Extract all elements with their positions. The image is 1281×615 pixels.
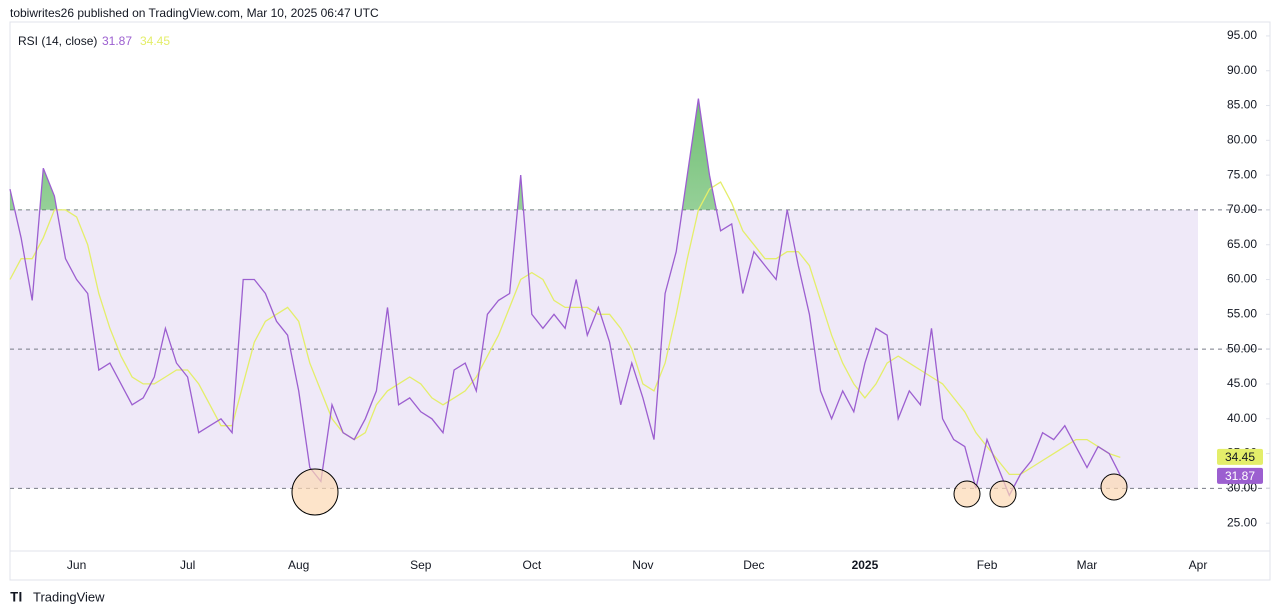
series-line: [9, 181, 1121, 476]
footer: TradingView: [33, 589, 105, 604]
legend-title: RSI (14, close): [18, 34, 97, 48]
y-tick-label: 40.00: [1227, 411, 1257, 425]
y-tick-label: 90.00: [1227, 63, 1257, 77]
highlight-circle: [1100, 473, 1128, 501]
y-tick-label: 30.00: [1227, 481, 1257, 495]
x-tick-label: Sep: [410, 558, 432, 572]
y-tick-label: 75.00: [1227, 167, 1257, 181]
price-label-box: [1217, 448, 1263, 465]
y-tick-label: 50.00: [1227, 341, 1257, 355]
y-tick-label: 60.00: [1227, 272, 1257, 286]
series-line: [9, 98, 1121, 497]
y-tick-label: 85.00: [1227, 98, 1257, 112]
price-label: 31.87: [1225, 469, 1255, 483]
overlay: 25.0030.0035.0040.0045.0050.0055.0060.00…: [67, 28, 1270, 572]
price-label: 34.45: [1225, 450, 1255, 464]
x-tick-label: Apr: [1189, 558, 1208, 572]
x-tick-label: Jun: [67, 558, 86, 572]
price-label-box: [1217, 467, 1263, 484]
highlight-circle: [989, 480, 1017, 508]
highlight-circle: [291, 468, 339, 516]
y-tick-label: 55.00: [1227, 307, 1257, 321]
legend-value: 34.45: [140, 34, 170, 48]
legend-value: 31.87: [102, 34, 132, 48]
x-tick-label: Jul: [180, 558, 195, 572]
x-tick-label: Nov: [632, 558, 653, 572]
x-tick-label: Dec: [743, 558, 764, 572]
y-tick-label: 80.00: [1227, 133, 1257, 147]
highlight-circle: [953, 480, 981, 508]
x-tick-label: Aug: [288, 558, 309, 572]
y-tick-label: 70.00: [1227, 202, 1257, 216]
plot: [9, 98, 1270, 497]
y-tick-label: 65.00: [1227, 237, 1257, 251]
header: tobiwrites26 published on TradingView.co…: [10, 6, 379, 20]
y-tick-label: 45.00: [1227, 376, 1257, 390]
x-tick-label: Mar: [1077, 558, 1098, 572]
x-tick-label: Feb: [977, 558, 998, 572]
y-tick-label: 95.00: [1227, 28, 1257, 42]
footer-logo: 𝐓𝐈: [10, 589, 22, 604]
x-tick-label: 2025: [852, 558, 879, 572]
y-tick-label: 25.00: [1227, 515, 1257, 529]
x-tick-label: Oct: [522, 558, 541, 572]
